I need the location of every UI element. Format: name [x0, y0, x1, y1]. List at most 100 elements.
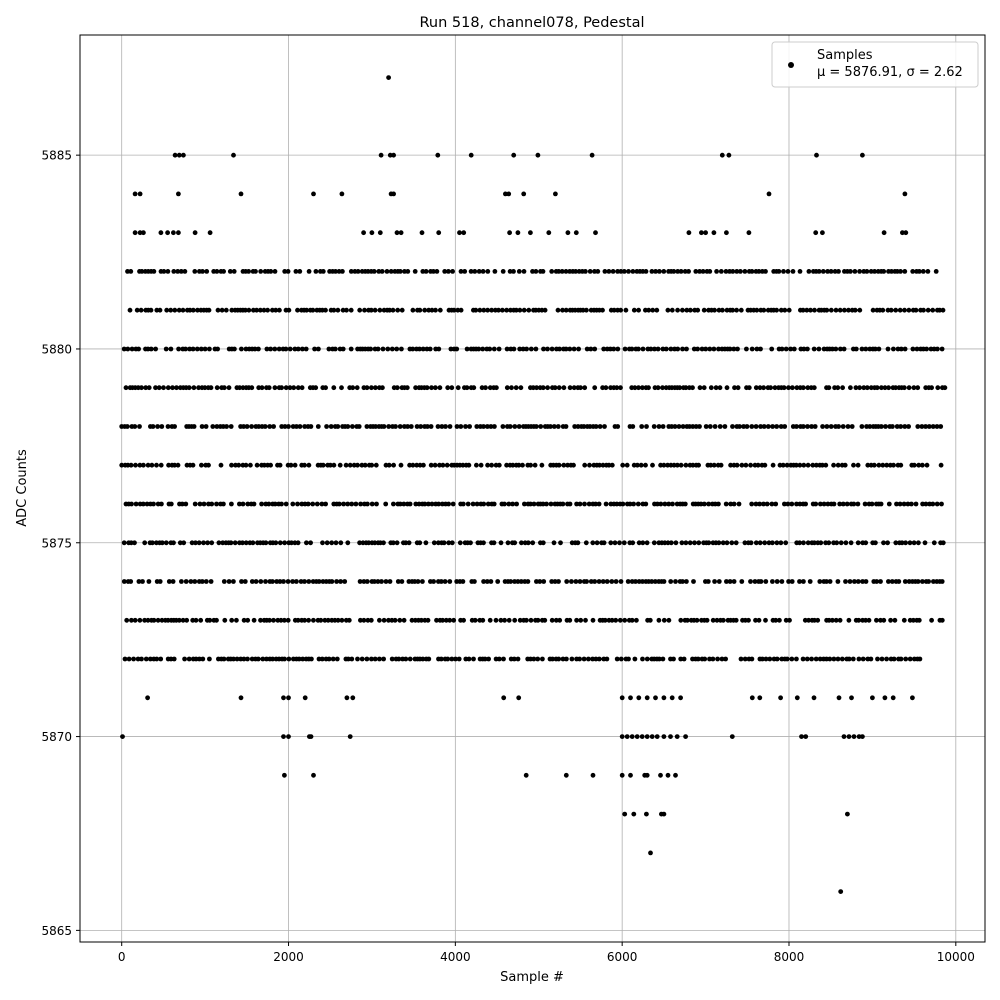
sample-point — [480, 617, 486, 623]
sample-point — [831, 656, 837, 662]
sample-point — [618, 579, 624, 584]
sample-point — [893, 540, 899, 546]
sample-point — [138, 307, 144, 313]
sample-point — [520, 462, 525, 468]
sample-point — [560, 307, 565, 313]
sample-point — [551, 424, 557, 429]
sample-point — [774, 540, 780, 546]
sample-point — [597, 462, 602, 468]
sample-point — [263, 579, 268, 584]
sample-point — [835, 579, 841, 584]
sample-point — [899, 540, 905, 546]
sample-point — [431, 579, 436, 584]
sample-point — [859, 424, 865, 429]
sample-point — [869, 501, 875, 507]
y-axis-label: ADC Counts — [15, 449, 30, 527]
sample-point — [846, 307, 851, 313]
sample-point — [860, 734, 865, 739]
sample-point — [251, 617, 257, 623]
sample-point — [232, 346, 237, 352]
sample-point — [237, 385, 243, 391]
sample-point — [283, 501, 289, 507]
sample-point — [339, 191, 345, 197]
sample-point — [648, 346, 654, 352]
sample-point — [691, 346, 697, 352]
sample-point — [386, 424, 392, 429]
sample-point — [246, 269, 252, 274]
sample-point — [472, 579, 477, 584]
sample-point — [349, 501, 355, 507]
sample-point — [728, 501, 734, 507]
sample-point — [214, 424, 220, 429]
sample-point — [215, 307, 221, 313]
sample-point — [228, 540, 234, 546]
sample-point — [146, 385, 152, 391]
sample-point — [209, 501, 215, 507]
sample-point — [851, 462, 856, 468]
sample-point — [491, 346, 497, 352]
sample-point — [540, 385, 546, 391]
sample-point — [935, 346, 940, 352]
sample-point — [640, 656, 645, 662]
sample-point — [559, 269, 565, 274]
sample-point — [839, 656, 845, 662]
sample-point — [885, 346, 891, 352]
sample-point — [481, 501, 487, 507]
sample-point — [789, 501, 795, 507]
sample-point — [357, 579, 363, 584]
sample-point — [652, 579, 658, 584]
sample-point — [712, 307, 717, 313]
sample-point — [397, 424, 403, 429]
sample-point — [874, 617, 879, 623]
sample-point — [555, 307, 561, 313]
sample-point — [636, 307, 641, 313]
sample-point — [189, 540, 195, 546]
sample-point — [168, 346, 174, 352]
sample-point — [602, 617, 608, 623]
sample-point — [549, 269, 555, 274]
sample-point — [767, 656, 773, 662]
sample-point — [361, 579, 367, 584]
sample-point — [291, 385, 297, 391]
sample-point — [302, 462, 307, 468]
sample-point — [132, 191, 138, 197]
sample-point — [421, 462, 426, 468]
sample-point — [446, 540, 452, 546]
sample-point — [309, 656, 314, 662]
sample-point — [244, 424, 250, 429]
sample-point — [526, 307, 532, 313]
sample-point — [584, 579, 589, 584]
sample-point — [398, 230, 404, 236]
sample-point — [286, 734, 291, 739]
sample-point — [281, 734, 286, 739]
sample-point — [686, 269, 691, 274]
sample-point — [476, 269, 482, 274]
sample-point — [919, 424, 925, 429]
sample-point — [192, 501, 198, 507]
sample-point — [574, 501, 579, 507]
sample-point — [746, 617, 751, 623]
sample-point — [571, 385, 577, 391]
sample-point — [292, 462, 298, 468]
sample-point — [723, 269, 729, 274]
sample-point — [774, 579, 780, 584]
sample-point — [556, 385, 562, 391]
sample-point — [557, 617, 563, 623]
sample-point — [335, 617, 341, 623]
sample-point — [214, 385, 220, 391]
sample-point — [821, 501, 827, 507]
sample-point — [528, 230, 533, 236]
sample-point — [436, 501, 441, 507]
sample-point — [504, 462, 509, 468]
sample-point — [595, 269, 601, 274]
sample-point — [891, 462, 896, 468]
sample-point — [782, 307, 788, 313]
sample-point — [398, 462, 404, 468]
sample-point — [234, 656, 240, 662]
sample-point — [368, 617, 374, 623]
sample-point — [577, 501, 583, 507]
sample-point — [168, 307, 174, 313]
sample-point — [125, 269, 130, 274]
sample-point — [712, 579, 717, 584]
sample-point — [690, 424, 696, 429]
